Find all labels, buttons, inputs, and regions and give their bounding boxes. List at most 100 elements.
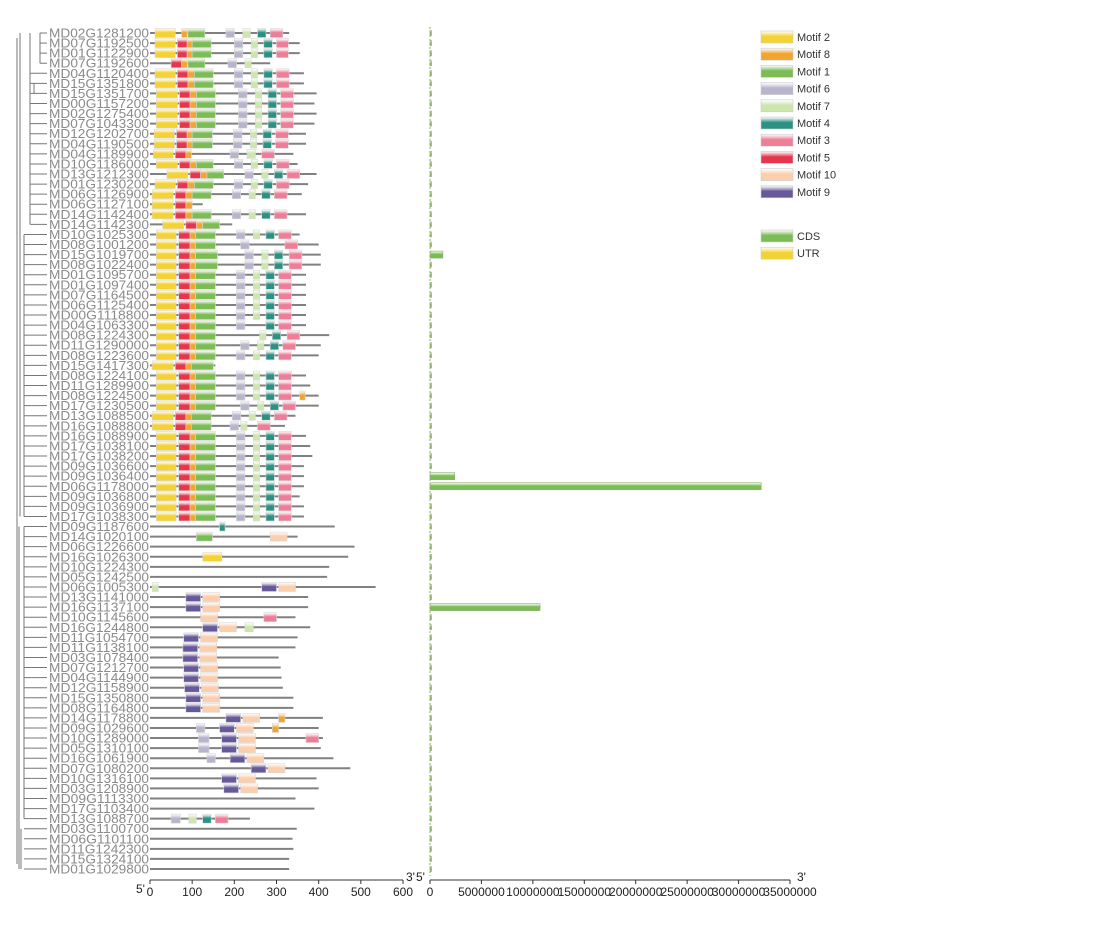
motif-8-box	[189, 340, 196, 351]
motif-5-box	[178, 451, 191, 461]
motif-3-box	[269, 28, 284, 38]
motif-2-box	[156, 118, 178, 129]
motif-2-box	[151, 410, 174, 421]
motif-row	[150, 78, 304, 89]
motif-7-box	[248, 209, 256, 220]
gene-label: MD08G1001200	[49, 238, 149, 252]
motif-1-box	[195, 451, 216, 461]
motif-8-box	[189, 229, 196, 240]
motif-9-box	[182, 642, 198, 653]
gene-label: MD09G1029600	[49, 721, 149, 735]
motif-4-box	[265, 431, 275, 441]
motif-3-box	[276, 48, 289, 58]
cds-bar	[429, 382, 432, 389]
cds-bar	[429, 564, 432, 570]
motif-row	[150, 531, 298, 542]
motif-1-box	[191, 138, 213, 149]
motif-7-box	[244, 622, 254, 633]
motif-row	[150, 149, 294, 159]
motif-8-box	[200, 169, 208, 179]
motif-3-box	[257, 421, 271, 431]
gene-label: MD15G1324100	[49, 852, 149, 866]
motif-10-box	[238, 773, 256, 784]
motif-row	[150, 340, 321, 351]
gene-label: MD06G1226600	[49, 540, 149, 554]
motif-6-box	[236, 441, 246, 451]
motif-6-box	[170, 813, 181, 824]
gene-label: MD01G1097400	[49, 278, 149, 292]
motif-3-box	[278, 501, 292, 512]
motif-9-box	[185, 703, 201, 713]
motif-4-box	[269, 340, 279, 351]
motif-10-box	[200, 662, 218, 673]
gene-label: MD11G1054700	[49, 631, 149, 645]
motif-7-box	[255, 118, 263, 129]
motif-row	[150, 400, 319, 411]
motif-5-box	[178, 310, 191, 320]
gene-label: MD10G1224300	[49, 560, 149, 574]
gene-label: MD08G1022400	[49, 258, 149, 272]
motif-2-box	[156, 491, 177, 502]
structure-axis: 0 5000000 10000000150000002000000025000000…	[416, 27, 817, 899]
motif-3-box	[278, 320, 292, 330]
motif-3-box	[275, 138, 289, 149]
motif-2-box	[156, 320, 177, 330]
motif-1-box	[196, 118, 216, 129]
motif-5-box	[179, 88, 191, 99]
motif-row	[150, 209, 307, 220]
gene-label: MD15G1351700	[49, 87, 149, 101]
motif-3-box	[288, 249, 303, 260]
motif-9-box	[219, 723, 235, 733]
motif-1-box	[195, 491, 216, 502]
motif-row	[150, 390, 319, 401]
motif-4-box	[261, 189, 271, 199]
motif-row	[150, 310, 307, 320]
motif-7-box	[253, 280, 260, 290]
motif-2-box	[151, 360, 174, 371]
legend-label: Motif 9	[797, 187, 830, 199]
motif-5-box	[189, 169, 201, 179]
gene-label: MD03G1078400	[49, 651, 149, 665]
motif-2-box	[156, 390, 177, 401]
motif-5-box	[177, 38, 188, 48]
cds-bar	[429, 292, 432, 298]
motif-1-box	[195, 340, 216, 351]
motif-2-box	[156, 451, 177, 461]
motif-8-box	[186, 38, 193, 48]
motif-2-box	[153, 138, 175, 149]
tick-label: 400	[309, 885, 329, 899]
motif-row	[150, 48, 300, 58]
cds-bar	[429, 503, 432, 510]
gene-label: MD07G1043300	[49, 117, 149, 131]
motif-5-box	[175, 199, 187, 210]
motif-4-box	[263, 38, 273, 48]
motif-2-box	[156, 98, 178, 109]
cds-bar	[429, 674, 432, 681]
motif-1-box	[191, 128, 213, 139]
motif-5-box	[178, 280, 191, 290]
gene-label: MD09G1036600	[49, 460, 149, 474]
gene-label: MD04G1190500	[49, 137, 149, 151]
legend-label: Motif 7	[797, 101, 830, 113]
cds-bar	[429, 171, 432, 177]
motif-5-box	[175, 189, 187, 199]
gene-label: MD16G1244800	[49, 621, 149, 635]
legend: Motif 2 Motif 8 Motif 1 Motif 6 Motif 7 Motif…	[760, 30, 836, 260]
motif-9-box	[221, 733, 237, 743]
motif-2-box	[156, 280, 177, 290]
motif-3-box	[274, 410, 288, 421]
motif-6-box	[244, 249, 254, 260]
motif-9-box	[225, 713, 241, 723]
motif-1-box	[195, 280, 216, 290]
gene-label: MD10G1025300	[49, 228, 149, 242]
motif-3-box	[278, 310, 292, 320]
motif-9-box	[183, 662, 199, 673]
motif-5-box	[178, 340, 191, 351]
motif-8-box	[181, 28, 188, 38]
legend-label: Motif 3	[797, 135, 830, 147]
motif-4-box	[265, 511, 275, 522]
motif-5-box	[175, 421, 187, 431]
motif-3-box	[278, 390, 292, 401]
motif-7-box	[250, 159, 258, 169]
motif-7-box	[253, 451, 260, 461]
